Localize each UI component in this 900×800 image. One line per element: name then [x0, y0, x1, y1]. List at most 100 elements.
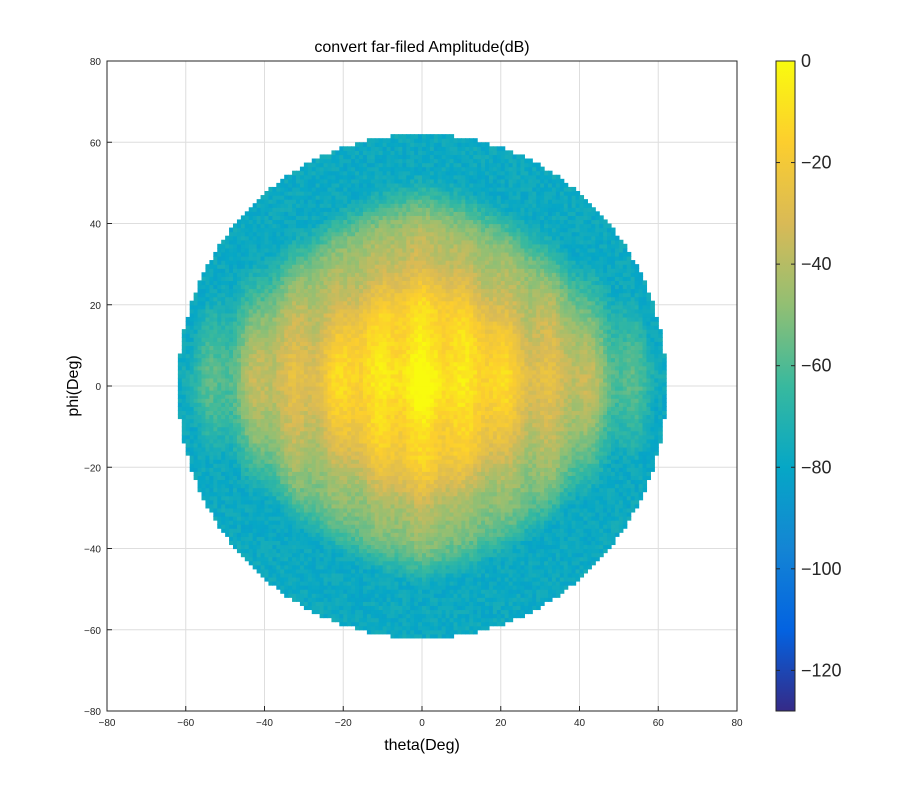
heatmap-cell [355, 463, 360, 468]
heatmap-cell [548, 581, 553, 586]
heatmap-cell [500, 475, 506, 481]
heatmap-cell [500, 507, 506, 513]
heatmap-cell [425, 507, 431, 513]
heatmap-cell [516, 585, 522, 590]
heatmap-cell [429, 629, 435, 635]
heatmap-cell [496, 597, 502, 602]
heatmap-cell [351, 572, 356, 578]
heatmap-cell [244, 451, 250, 456]
heatmap-cell [611, 446, 616, 452]
heatmap-cell [197, 451, 203, 456]
heatmap-cell [485, 516, 490, 521]
heatmap-cell [268, 483, 273, 489]
heatmap-cell [563, 511, 569, 517]
heatmap-cell [366, 455, 372, 460]
heatmap-cell [406, 629, 411, 635]
heatmap-cell [370, 597, 376, 602]
heatmap-cell [488, 434, 494, 440]
heatmap-cell [288, 593, 293, 598]
heatmap-cell [544, 491, 549, 497]
heatmap-cell [264, 516, 270, 521]
heatmap-cell [540, 520, 545, 525]
heatmap-cell [229, 511, 234, 517]
heatmap-cell [425, 585, 431, 590]
heatmap-cell [516, 463, 522, 468]
heatmap-cell [496, 556, 502, 562]
heatmap-cell [457, 507, 462, 513]
heatmap-cell [339, 479, 344, 485]
heatmap-cell [264, 524, 270, 529]
heatmap-cell [465, 625, 470, 631]
heatmap-cell [622, 491, 628, 497]
heatmap-cell [488, 471, 494, 476]
heatmap-cell [449, 495, 455, 501]
heatmap-cell [236, 467, 242, 472]
heatmap-cell [236, 524, 242, 529]
heatmap-cell [591, 463, 596, 468]
heatmap-cell [280, 532, 285, 537]
heatmap-cell [276, 491, 281, 497]
heatmap-cell [260, 422, 266, 428]
heatmap-cell [567, 471, 573, 476]
heatmap-cell [217, 459, 222, 464]
heatmap-cell [209, 487, 214, 493]
heatmap-cell [185, 430, 191, 436]
heatmap-cell [453, 609, 459, 615]
heatmap-cell [532, 422, 537, 428]
heatmap-cell [351, 605, 356, 611]
heatmap-cell [252, 548, 258, 554]
heatmap-cell [303, 487, 309, 493]
heatmap-cell [303, 438, 309, 444]
heatmap-cell [449, 597, 455, 602]
heatmap-cell [461, 536, 466, 541]
heatmap-cell [614, 483, 620, 489]
heatmap-cell [256, 556, 262, 562]
heatmap-cell [477, 479, 482, 485]
heatmap-cell [437, 524, 443, 529]
heatmap-cell [595, 536, 600, 541]
heatmap-cell [276, 438, 281, 444]
heatmap-cell [481, 609, 486, 615]
heatmap-cell [225, 434, 230, 440]
heatmap-cell [296, 585, 301, 590]
heatmap-cell [319, 483, 325, 489]
heatmap-cell [485, 511, 490, 517]
heatmap-cell [414, 475, 419, 481]
heatmap-cell [488, 426, 494, 432]
heatmap-cell [213, 418, 218, 424]
heatmap-cell [465, 576, 470, 582]
heatmap-cell [481, 495, 486, 501]
heatmap-cell [571, 524, 577, 529]
heatmap-cell [256, 422, 262, 428]
heatmap-cell [492, 568, 498, 574]
heatmap-cell [382, 463, 388, 468]
heatmap-cell [280, 576, 285, 582]
heatmap-cell [469, 507, 474, 513]
heatmap-cell [579, 556, 585, 562]
heatmap-cell [544, 503, 549, 509]
heatmap-cell [366, 520, 372, 525]
heatmap-cell [473, 426, 478, 432]
heatmap-cell [465, 487, 470, 493]
heatmap-cell [370, 426, 376, 432]
heatmap-cell [485, 528, 490, 533]
heatmap-cell [642, 434, 648, 440]
heatmap-cell [422, 446, 427, 452]
heatmap-cell [276, 471, 281, 476]
heatmap-cell [429, 426, 435, 432]
heatmap-cell [453, 442, 459, 448]
heatmap-cell [260, 560, 266, 566]
heatmap-cell [634, 483, 640, 489]
heatmap-cell [311, 511, 317, 517]
heatmap-cell [528, 463, 533, 468]
heatmap-cell [528, 524, 533, 529]
heatmap-cell [496, 524, 502, 529]
heatmap-cell [473, 516, 478, 521]
heatmap-cell [347, 564, 352, 570]
heatmap-cell [323, 467, 329, 472]
heatmap-cell [433, 491, 439, 497]
heatmap-cell [579, 475, 585, 481]
heatmap-cell [485, 455, 490, 460]
heatmap-cell [299, 560, 305, 566]
heatmap-cell [457, 524, 462, 529]
